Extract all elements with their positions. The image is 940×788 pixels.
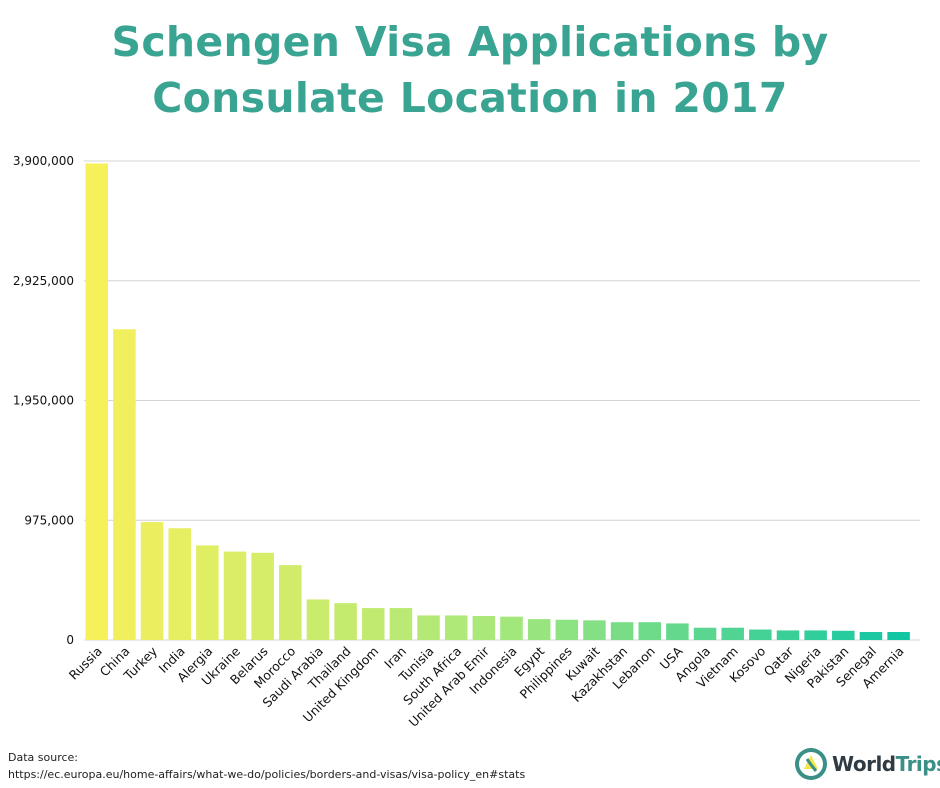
chart-title-line-1: Schengen Visa Applications by: [111, 18, 829, 66]
y-tick-label: 975,000: [24, 513, 74, 527]
bar: [859, 632, 883, 640]
bar: [749, 629, 772, 640]
bar: [85, 163, 108, 640]
y-tick-label: 3,900,000: [13, 154, 74, 168]
data-source-label: Data source:: [8, 751, 78, 764]
bar: [306, 599, 330, 640]
bar: [721, 627, 744, 640]
bar: [666, 623, 689, 640]
bar: [279, 565, 302, 640]
bar: [334, 603, 357, 640]
bar: [804, 630, 827, 640]
bars: [85, 163, 910, 640]
bar: [417, 615, 440, 640]
bar: [693, 627, 717, 640]
bar: [113, 329, 136, 640]
logo-text-trips: Trips: [895, 752, 940, 776]
worldtrips-logo: WorldTrips: [794, 743, 940, 785]
y-tick-label: 1,950,000: [13, 394, 74, 408]
data-source-url[interactable]: https://ec.europa.eu/home-affairs/what-w…: [8, 768, 526, 781]
x-tick-label: Russia: [66, 644, 105, 683]
bar: [251, 552, 274, 640]
bar: [583, 620, 606, 640]
data-source: Data source: https://ec.europa.eu/home-a…: [8, 749, 525, 783]
bar: [555, 619, 579, 640]
bar: [389, 608, 413, 640]
bar: [527, 619, 551, 640]
bar: [472, 616, 496, 640]
bar: [362, 608, 385, 640]
bar: [196, 545, 219, 640]
bar: [140, 522, 164, 640]
bar: [776, 630, 800, 640]
bar: [887, 632, 910, 640]
chart-title-line-2: Consulate Location in 2017: [152, 74, 788, 122]
bar: [444, 615, 468, 640]
bar: [168, 528, 191, 640]
x-axis-tick-labels: RussiaChinaTurkeyIndiaAlergiaUkraineBela…: [66, 643, 907, 730]
chart-title: Schengen Visa Applications by Consulate …: [0, 14, 940, 126]
bar: [223, 551, 247, 640]
y-axis-tick-labels: 0 975,000 1,950,000 2,925,000 3,900,000: [13, 154, 74, 647]
bar: [638, 622, 661, 640]
y-tick-label: 0: [66, 633, 74, 647]
bar-chart: 0 975,000 1,950,000 2,925,000 3,900,000 Russ…: [13, 154, 920, 730]
bar: [500, 616, 523, 640]
worldtrips-logo-icon: [795, 748, 827, 780]
bar: [610, 622, 634, 640]
bar: [832, 630, 855, 640]
y-tick-label: 2,925,000: [13, 274, 74, 288]
worldtrips-logo-text: WorldTrips: [832, 752, 940, 776]
logo-text-world: World: [832, 752, 896, 776]
